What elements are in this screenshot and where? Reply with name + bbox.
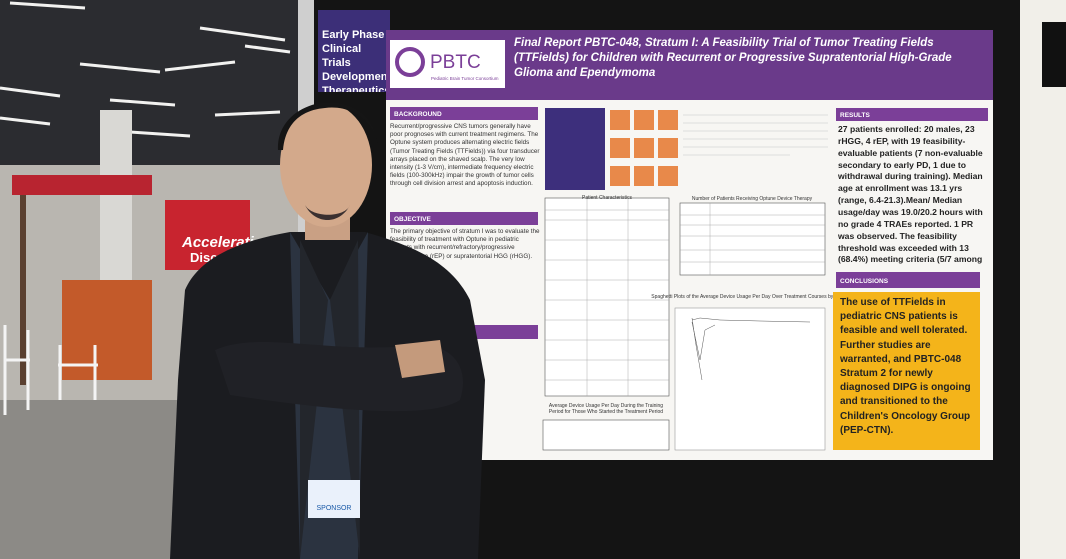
callout	[545, 108, 605, 190]
chairs	[3, 325, 98, 415]
section-header	[390, 212, 538, 225]
poster-title: Final Report PBTC-048, Stratum I: A Feas…	[514, 37, 952, 79]
section-text: The primary objective of stratum I was t…	[390, 228, 540, 260]
person	[170, 102, 485, 559]
section-box: 27 patients enrolled: 20 males, 23 rHGG,…	[838, 124, 983, 264]
section-text: The use of TTFields in pediatric CNS pat…	[840, 297, 971, 436]
section-heading: RESULTS	[840, 112, 871, 119]
booth-roof	[12, 175, 152, 195]
section-box: Recurrent/progressive CNS tumors general…	[390, 123, 540, 188]
section-text: Recurrent/progressive CNS tumors general…	[390, 123, 540, 188]
section-heading: OBJECTIVE	[394, 216, 432, 223]
section-header	[836, 108, 988, 121]
booth-post	[20, 195, 26, 385]
table-title: Patient Characteristics	[582, 195, 633, 201]
table	[679, 202, 826, 276]
text-lines	[683, 114, 828, 156]
section-header	[390, 107, 538, 120]
table	[542, 419, 670, 451]
section-header	[836, 272, 980, 288]
neighbor-logo	[1042, 22, 1066, 87]
plot	[674, 307, 826, 451]
pillar	[100, 110, 132, 300]
sign-text-box: Early Phase Clinical Trials Developmenta…	[322, 29, 392, 92]
table-rules	[545, 198, 669, 396]
micrographs	[610, 110, 678, 186]
table	[544, 197, 670, 397]
section-heading: BACKGROUND	[394, 111, 442, 118]
logo-mark	[395, 47, 425, 77]
badge-label: SPONSOR	[316, 505, 351, 512]
plot-lines	[691, 317, 811, 381]
section-box: The use of TTFields in pediatric CNS pat…	[840, 297, 971, 436]
table-rules	[680, 203, 825, 275]
ceiling-lights	[0, 1, 291, 138]
plot-title: Spaghetti Plots of the Average Device Us…	[651, 294, 853, 300]
neighbor-poster	[1020, 0, 1066, 559]
logo-subtitle: Pediatric Brain Tumor Consortium	[431, 76, 499, 81]
title-box: Final Report PBTC-048, Stratum I: A Feas…	[514, 37, 952, 79]
table-title: Average Device Usage Per Day During the …	[548, 403, 664, 415]
logo-name: PBTC	[430, 52, 481, 73]
booth-counter	[62, 280, 152, 380]
table-title: Number of Patients Receiving Optune Devi…	[692, 196, 813, 202]
sign-text: Early Phase Clinical Trials Developmenta…	[322, 29, 392, 92]
section-box: The primary objective of stratum I was t…	[390, 228, 540, 260]
table-title-box: Average Device Usage Per Day During the …	[548, 403, 664, 415]
conclusion-box	[833, 292, 980, 450]
section-heading: CONCLUSIONS	[840, 278, 889, 285]
section-text: 27 patients enrolled: 20 males, 23 rHGG,…	[838, 124, 983, 264]
sign	[318, 10, 390, 92]
ceiling	[0, 0, 300, 170]
